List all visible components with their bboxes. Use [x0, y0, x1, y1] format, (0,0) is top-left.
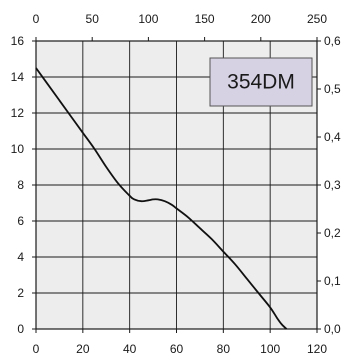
model-label: 354DM — [227, 71, 295, 94]
top-tick-label: 250 — [307, 12, 327, 26]
bottom-tick-label: 120 — [307, 342, 327, 356]
right-tick-label: 0,0 — [324, 322, 341, 336]
top-tick-label: 200 — [251, 12, 271, 26]
right-tick-label: 0,5 — [324, 82, 341, 96]
model-label-box — [209, 57, 313, 107]
bottom-tick-label: 60 — [170, 342, 184, 356]
bottom-tick-label: 0 — [33, 342, 40, 356]
bottom-tick-label: 100 — [260, 342, 280, 356]
bottom-tick-label: 20 — [76, 342, 90, 356]
right-tick-label: 0,6 — [324, 34, 341, 48]
left-tick-label: 0 — [17, 322, 24, 336]
left-tick-label: 6 — [17, 214, 24, 228]
axis-tick-marks — [32, 37, 321, 333]
right-tick-label: 0,1 — [324, 274, 341, 288]
left-tick-label: 14 — [11, 70, 25, 84]
bottom-tick-label: 40 — [123, 342, 137, 356]
top-tick-label: 100 — [138, 12, 158, 26]
right-tick-label: 0,2 — [324, 226, 341, 240]
top-tick-label: 150 — [195, 12, 215, 26]
bottom-tick-label: 80 — [217, 342, 231, 356]
top-tick-label: 0 — [33, 12, 40, 26]
tick-labels: 0 20 40 60 80 100 120 0 50 100 150 200 250 0 2 4 6 8 10 12 1… — [11, 12, 341, 356]
left-tick-label: 4 — [17, 250, 24, 264]
fan-curve-line — [35, 67, 288, 330]
top-tick-label: 50 — [86, 12, 100, 26]
left-tick-label: 2 — [17, 286, 24, 300]
left-tick-label: 12 — [11, 106, 25, 120]
left-tick-label: 16 — [11, 34, 25, 48]
right-tick-label: 0,4 — [324, 130, 341, 144]
right-tick-label: 0,3 — [324, 178, 341, 192]
left-tick-label: 8 — [17, 178, 24, 192]
left-tick-label: 10 — [11, 142, 25, 156]
